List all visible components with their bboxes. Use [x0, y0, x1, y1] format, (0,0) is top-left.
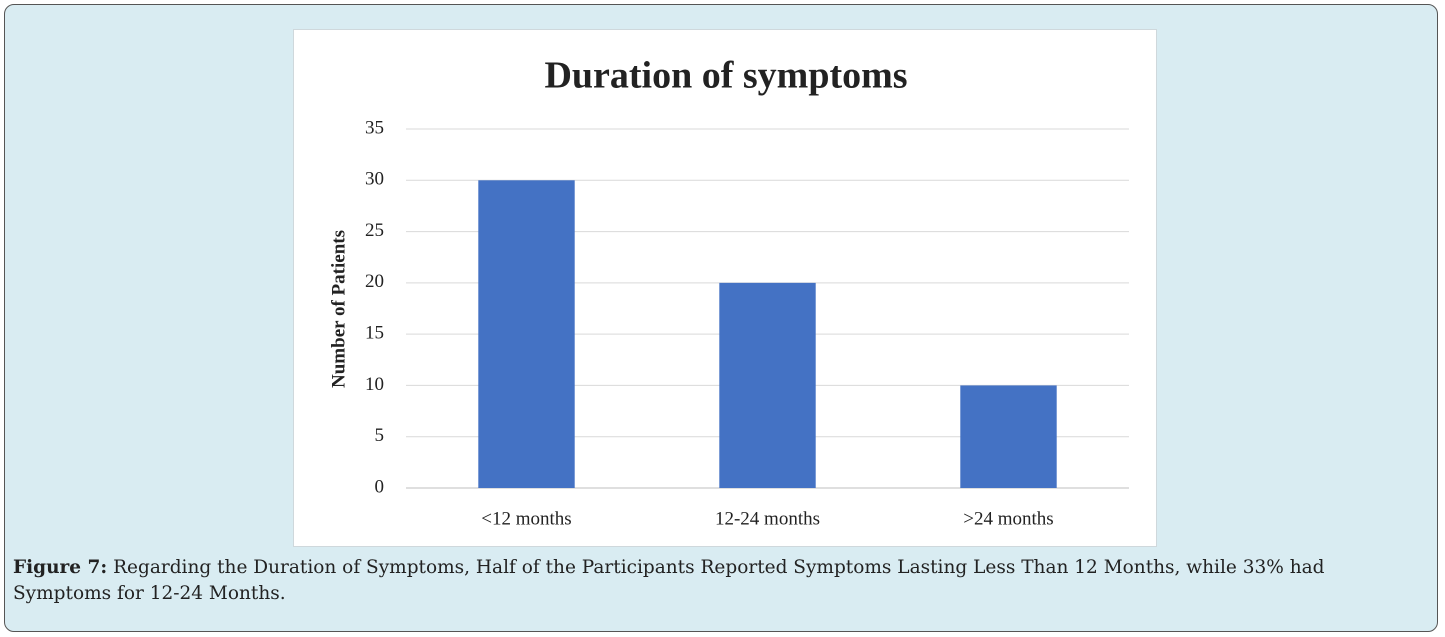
chart: Duration of symptoms Number of Patients …: [328, 55, 1129, 529]
y-axis-label: Number of Patients: [328, 230, 349, 388]
y-tick-label: 15: [365, 323, 384, 344]
caption: Figure 7: Regarding the Duration of Symp…: [13, 555, 1428, 607]
x-tick-label: 12-24 months: [715, 508, 820, 529]
y-tick-label: 5: [375, 425, 385, 446]
figure-panel: Duration of symptoms Number of Patients …: [4, 4, 1438, 632]
bar: [960, 385, 1057, 488]
y-tick-label: 0: [375, 476, 385, 497]
caption-label: Figure 7:: [13, 557, 108, 578]
y-tick-label: 35: [365, 117, 384, 138]
bar: [719, 282, 816, 488]
x-tick-label: <12 months: [481, 508, 571, 529]
y-tick-label: 30: [365, 169, 384, 190]
chart-box: Duration of symptoms Number of Patients …: [293, 29, 1157, 547]
caption-text: Regarding the Duration of Symptoms, Half…: [13, 557, 1325, 604]
chart-title: Duration of symptoms: [544, 55, 907, 97]
y-tick-label: 20: [365, 271, 384, 292]
y-tick-label: 10: [365, 374, 384, 395]
x-tick-label: >24 months: [963, 508, 1053, 529]
bar: [478, 180, 575, 489]
y-tick-label: 25: [365, 220, 384, 241]
